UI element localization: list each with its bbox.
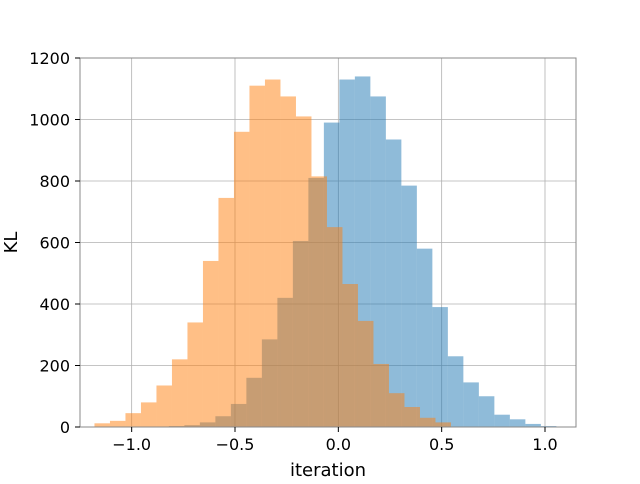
histogram-bar-series-2: [125, 413, 141, 427]
y-tick-label: 0: [60, 418, 70, 437]
histogram-bar-series-1: [463, 382, 479, 427]
y-tick-label: 1000: [29, 111, 70, 130]
x-tick-label: −1.0: [112, 435, 151, 454]
histogram-bar-series-2: [326, 227, 343, 427]
x-tick-label: 0.5: [429, 435, 454, 454]
x-tick-label: −0.5: [216, 435, 255, 454]
y-tick-label: 200: [39, 357, 70, 376]
histogram-bar-series-2: [388, 393, 405, 427]
histogram-bar-series-2: [202, 260, 219, 427]
histogram-bar-series-2: [140, 402, 157, 427]
histogram-bar-series-1: [370, 96, 386, 427]
bars-layer: [94, 76, 557, 428]
histogram-bar-series-2: [171, 359, 188, 427]
y-axis-label: KL: [1, 232, 22, 254]
histogram-bar-series-2: [311, 176, 327, 427]
histogram-bar-series-1: [447, 356, 464, 427]
histogram-bar-series-2: [342, 284, 358, 427]
histogram-bar-series-1: [494, 414, 510, 427]
histogram-bar-series-1: [416, 248, 433, 427]
histogram-bar-series-2: [404, 407, 420, 427]
histogram-bar-series-2: [94, 423, 110, 427]
y-tick-label: 1200: [29, 49, 70, 68]
ticks-layer: −1.0 −0.5 0.0 0.5 1.0 0 200 400 600 800 1000 1200: [29, 49, 557, 454]
histogram-bar-series-2: [218, 197, 234, 427]
histogram-bar-series-1: [385, 139, 402, 428]
histogram-bar-series-2: [373, 363, 389, 427]
histogram-bar-series-2: [109, 420, 126, 427]
histogram-bar-series-2: [357, 320, 374, 427]
histogram-bar-series-2: [419, 417, 436, 427]
histogram-bar-series-1: [478, 396, 495, 427]
y-tick-label: 800: [39, 172, 70, 191]
histogram-bar-series-1: [401, 185, 417, 427]
histogram-bar-series-1: [432, 307, 448, 427]
histogram-bar-series-2: [280, 96, 296, 427]
histogram-bar-series-2: [187, 322, 203, 427]
histogram-bar-series-2: [249, 85, 265, 428]
x-tick-label: 1.0: [532, 435, 557, 454]
histogram-bar-series-1: [509, 419, 526, 427]
y-tick-label: 600: [39, 234, 70, 253]
y-tick-label: 400: [39, 295, 70, 314]
histogram-bar-series-2: [435, 422, 451, 427]
histogram-bar-series-2: [264, 79, 281, 428]
histogram-bar-series-2: [295, 116, 312, 428]
x-tick-label: 0.0: [326, 435, 351, 454]
histogram-bar-series-1: [525, 423, 541, 427]
histogram-bar-series-2: [156, 385, 172, 427]
histogram-bar-series-2: [233, 131, 250, 428]
x-axis-label: iteration: [290, 460, 366, 480]
